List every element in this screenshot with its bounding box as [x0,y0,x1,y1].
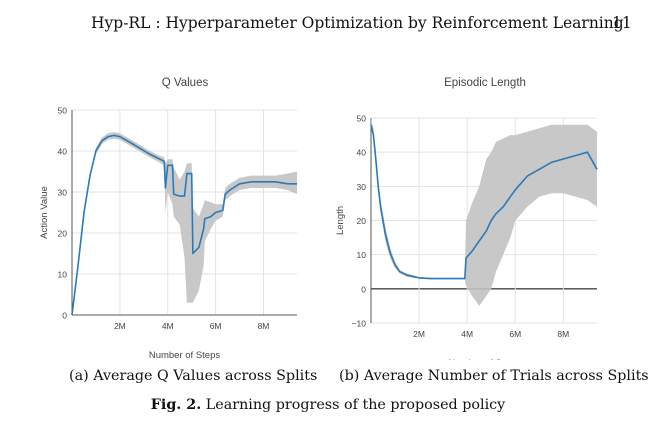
y-tick-label: 10 [58,270,68,280]
x-tick-label: 2M [114,321,126,331]
chart-title: Q Values [162,77,209,89]
x-tick-label: 2M [413,329,425,339]
series-line [71,134,297,316]
figure-label: Fig. 2. [150,397,202,413]
figure-caption: Fig. 2. Learning progress of the propose… [0,397,656,413]
x-tick-label: 6M [509,329,521,339]
running-title: Hyp-RL : Hyperparameter Optimization by … [91,14,624,32]
confidence-band [72,132,297,315]
y-tick-label: 40 [58,147,68,157]
y-tick-label: 0 [62,311,67,321]
episodic-length-chart: −10 0 10 20 30 40 50 2M 4M 6M 8M Episodic Length Num… [335,77,598,360]
y-tick-label: 20 [58,229,68,239]
page-number: 11 [612,14,632,32]
y-tick-label: 50 [357,114,367,124]
x-tick-label: 6M [210,321,222,331]
y-tick-label: 50 [58,106,68,116]
y-tick-label: 0 [361,284,366,294]
y-axis-label: Action Value [39,186,50,239]
y-tick-label: 10 [357,250,367,260]
chart-title: Episodic Length [444,77,526,89]
y-tick-label: 30 [357,182,367,192]
y-axis-label: Length [335,206,346,235]
y-tick-label: 40 [357,148,367,158]
x-axis-label: Number of Steps [149,350,221,360]
y-tick-label: 20 [357,216,367,226]
x-axis-label: Number of Steps [448,358,520,360]
x-tick-label: 8M [557,329,569,339]
x-tick-label: 4M [461,329,473,339]
subcaption-a: (a) Average Q Values across Splits [69,368,318,384]
x-tick-label: 4M [162,321,174,331]
running-head: Hyp-RL : Hyperparameter Optimization by … [0,0,656,60]
y-tick-label: −10 [352,319,367,329]
subcaption-b: (b) Average Number of Trials across Spli… [339,368,649,384]
y-tick-label: 30 [58,188,68,198]
series-line [370,124,598,280]
x-tick-label: 8M [258,321,270,331]
figure-caption-text: Learning progress of the proposed policy [205,397,506,413]
confidence-band [371,118,597,306]
q-values-chart: 0 10 20 30 40 50 2M 4M 6M 8M Q Values Number of Ste… [39,77,297,360]
